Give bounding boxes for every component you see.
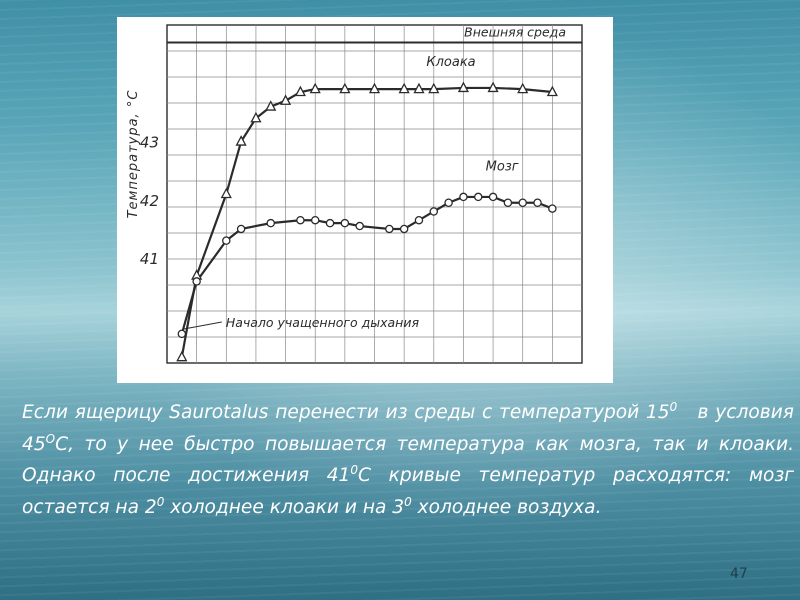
slide-number: 47	[730, 566, 748, 582]
cloaca-data-point	[265, 100, 277, 111]
series-line-brain	[180, 195, 553, 335]
cloaca-data-point	[235, 135, 247, 146]
brain-data-point	[236, 224, 246, 234]
caption-text-6: холоднее клоаки и на 3	[164, 496, 405, 518]
brain-data-point	[310, 215, 320, 225]
series-label-cloaca: Клоака	[426, 55, 475, 70]
caption-superscript: 0	[404, 494, 412, 509]
caption-superscript: O	[45, 431, 56, 446]
cloaca-data-point	[250, 111, 262, 123]
brain-data-point	[429, 207, 439, 216]
caption-text-5: С кривые температур расходятся: мозг ост…	[22, 465, 795, 518]
brain-data-point	[325, 218, 335, 228]
cloaca-data-point	[309, 82, 321, 94]
brain-data-point	[459, 192, 468, 202]
cloaca-data-point	[279, 94, 292, 105]
brain-data-point	[503, 198, 513, 207]
brain-data-point	[222, 236, 231, 245]
brain-data-point	[444, 198, 453, 207]
cloaca-data-point	[339, 82, 351, 94]
slide-caption: Если ящерицу Saurotalus перенести из сре…	[22, 397, 794, 523]
cloaca-data-point	[487, 81, 499, 93]
y-tick-label: 43	[140, 134, 159, 152]
brain-data-point	[533, 198, 542, 207]
brain-data-point	[488, 192, 498, 202]
y-tick-label: 41	[140, 250, 159, 268]
caption-superscript: 0	[350, 463, 359, 477]
cloaca-data-point	[220, 187, 232, 199]
caption-text-1: Если ящерицу	[22, 402, 170, 423]
cloaca-data-point	[546, 85, 558, 97]
annotation-pointer	[183, 321, 222, 330]
brain-data-point	[296, 215, 305, 225]
cloaca-data-point	[368, 82, 381, 94]
cloaca-data-point	[413, 82, 425, 94]
caption-superscript: 0	[156, 494, 165, 509]
brain-data-point	[518, 198, 527, 207]
cloaca-data-point	[428, 82, 440, 94]
caption-text-7: холоднее воздуха.	[411, 496, 602, 518]
reference-line-label: Внешняя среда	[464, 24, 566, 39]
cloaca-data-point	[457, 81, 470, 93]
caption-genus: Saurotalus	[169, 402, 269, 423]
caption-text-2: перенести из среды с температурой 15	[268, 402, 670, 423]
brain-data-point	[399, 224, 409, 234]
annotation-label: Начало учащенного дыхания	[226, 315, 420, 330]
brain-data-point	[192, 277, 201, 286]
y-axis-label: Температура, °С	[126, 90, 141, 219]
caption-superscript: 0	[669, 400, 678, 414]
brain-data-point	[355, 221, 364, 231]
brain-data-point	[177, 329, 187, 339]
brain-data-point	[266, 218, 275, 228]
series-line-cloaca	[180, 86, 553, 358]
chart-figure: 41 42 43 Температура, °С Внешняя среда Клоака…	[117, 17, 613, 383]
series-label-brain: Мозг	[486, 160, 519, 175]
caption-text-3: в условия 45	[22, 402, 800, 455]
cloaca-data-point	[294, 85, 306, 97]
brain-data-point	[414, 215, 424, 225]
brain-data-point	[340, 218, 350, 228]
caption-text-4: С, то у нее быстро повышается температур…	[22, 433, 794, 487]
brain-data-point	[548, 204, 557, 213]
cloaca-data-point	[176, 350, 188, 362]
brain-data-point	[385, 224, 394, 234]
cloaca-data-point	[398, 82, 410, 94]
cloaca-data-point	[517, 82, 529, 94]
brain-data-point	[473, 192, 483, 202]
y-tick-label: 42	[140, 192, 159, 210]
